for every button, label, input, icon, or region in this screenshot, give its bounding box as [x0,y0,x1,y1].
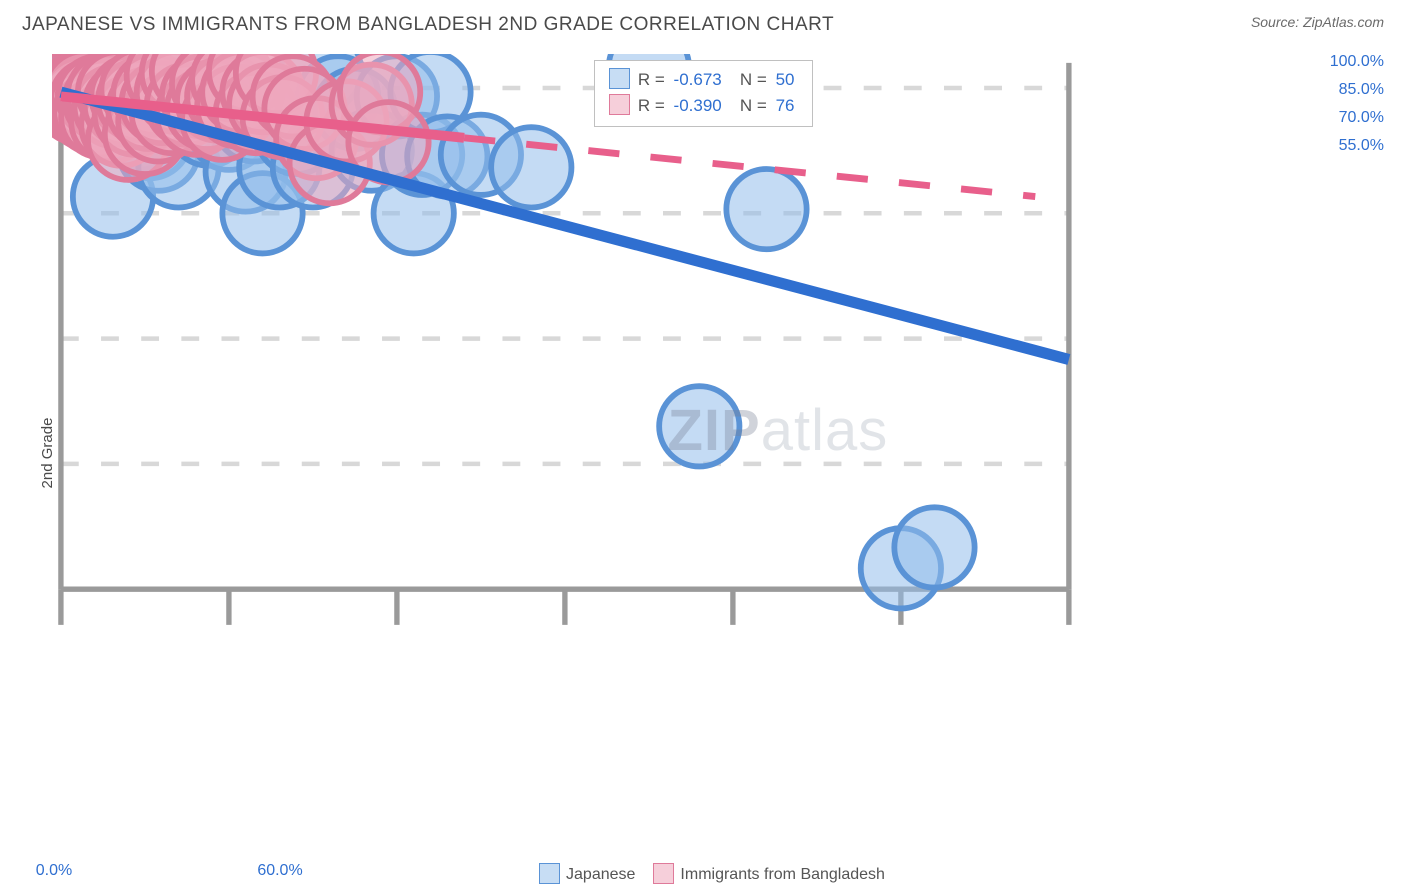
y-tick-label: 100.0% [1330,53,1384,71]
y-tick-label: 55.0% [1339,137,1384,155]
legend-label: Japanese [566,866,635,883]
stats-legend-box: R = -0.673 N = 50R = -0.390 N = 76 [594,60,814,127]
chart-title: JAPANESE VS IMMIGRANTS FROM BANGLADESH 2… [22,14,834,36]
chart-area: 2nd Grade ZIPatlas R = -0.673 N = 50R = … [52,54,1390,852]
n-label: N = [740,70,772,89]
n-value: 50 [776,70,795,89]
legend-swatch [609,94,630,115]
stats-row: R = -0.390 N = 76 [609,93,799,119]
n-value: 76 [776,96,795,115]
r-label: R = [638,70,670,89]
legend-swatch [653,863,674,884]
source-attribution: Source: ZipAtlas.com [1251,14,1384,30]
n-label: N = [740,96,772,115]
y-tick-label: 70.0% [1339,109,1384,127]
r-label: R = [638,96,670,115]
legend-swatch [609,68,630,89]
series-legend: Japanese Immigrants from Bangladesh [0,863,1406,884]
legend-swatch [539,863,560,884]
r-value: -0.390 [674,96,722,115]
y-tick-label: 85.0% [1339,81,1384,99]
legend-label: Immigrants from Bangladesh [680,866,885,883]
scatter-plot [52,54,1390,723]
stats-row: R = -0.673 N = 50 [609,67,799,93]
r-value: -0.673 [674,70,722,89]
